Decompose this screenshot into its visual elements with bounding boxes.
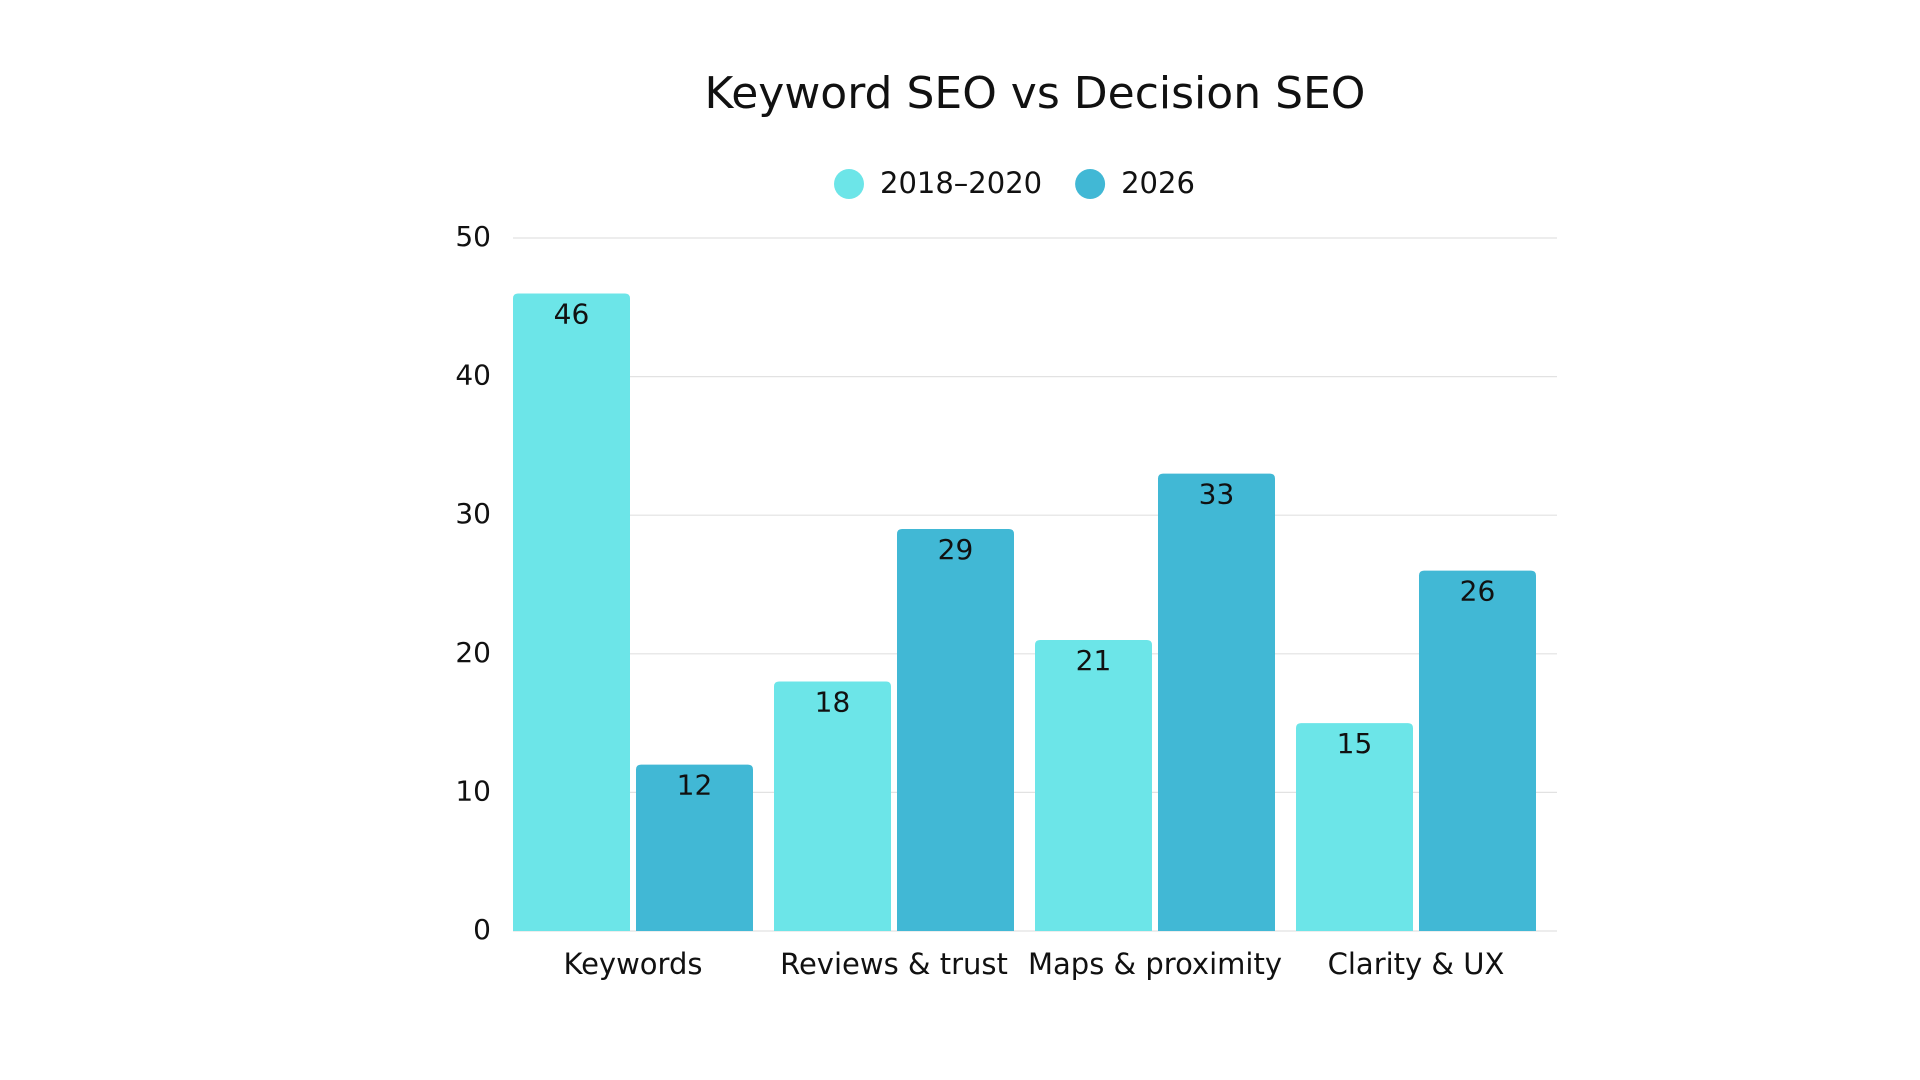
value-label: 18: [815, 686, 851, 719]
y-tick-label: 10: [455, 774, 491, 807]
y-tick-label: 50: [455, 220, 491, 253]
bar: [513, 293, 630, 931]
value-label: 33: [1199, 478, 1235, 511]
y-tick-label: 40: [455, 359, 491, 392]
x-tick-label: Clarity & UX: [1328, 947, 1505, 981]
value-label: 26: [1460, 575, 1496, 608]
value-label: 46: [554, 297, 590, 330]
bar: [897, 529, 1014, 931]
legend-label: 2026: [1121, 166, 1195, 200]
value-label: 21: [1076, 644, 1112, 677]
x-tick-label: Keywords: [564, 947, 703, 981]
bar: [1035, 639, 1152, 931]
bar: [636, 764, 753, 931]
y-tick-label: 0: [473, 913, 491, 946]
y-tick-label: 20: [455, 636, 491, 669]
bar: [1296, 723, 1413, 931]
bar: [1158, 473, 1275, 931]
value-label: 29: [938, 533, 974, 566]
x-tick-label: Maps & proximity: [1028, 947, 1282, 981]
value-label: 15: [1337, 727, 1373, 760]
x-tick-label: Reviews & trust: [780, 947, 1008, 981]
legend-label: 2018–2020: [880, 166, 1042, 200]
legend-marker: [834, 169, 864, 199]
legend-marker: [1075, 169, 1106, 199]
y-tick-label: 30: [455, 497, 491, 530]
bar: [1419, 570, 1536, 931]
chart-title: Keyword SEO vs Decision SEO: [705, 68, 1366, 119]
bar: [774, 681, 891, 931]
value-label: 12: [677, 769, 713, 802]
